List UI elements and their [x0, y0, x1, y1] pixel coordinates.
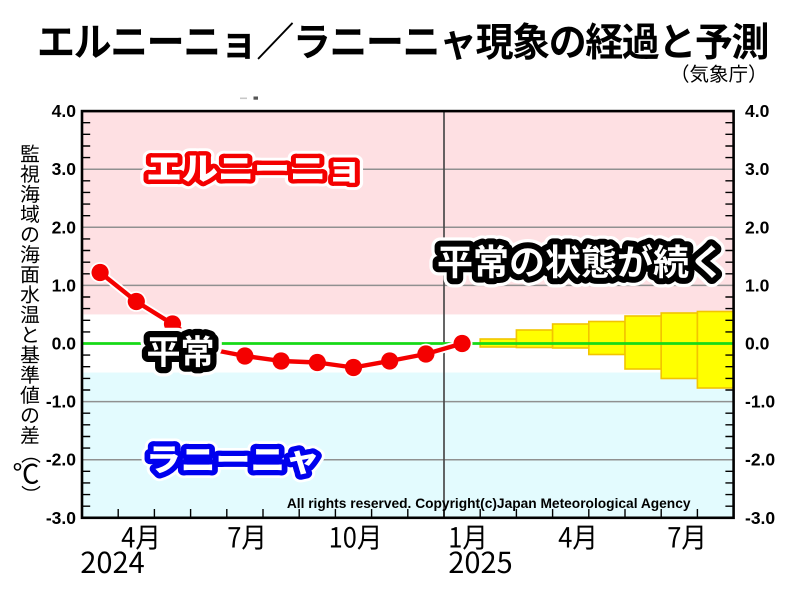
svg-text:2.0: 2.0 [745, 217, 770, 237]
svg-text:-1.0: -1.0 [745, 392, 775, 412]
svg-text:-1.0: -1.0 [46, 392, 76, 412]
svg-text:-2.0: -2.0 [46, 450, 76, 470]
svg-text:-2.0: -2.0 [745, 450, 775, 470]
svg-text:All rights reserved. Copyright: All rights reserved. Copyright(c)Japan M… [287, 496, 691, 511]
svg-text:1.0: 1.0 [745, 275, 770, 295]
svg-text:3.0: 3.0 [745, 159, 770, 179]
svg-text:3.0: 3.0 [52, 159, 77, 179]
svg-text:-3.0: -3.0 [745, 508, 775, 528]
svg-text:-3.0: -3.0 [46, 508, 76, 528]
svg-text:4.0: 4.0 [52, 101, 77, 121]
svg-text:4.0: 4.0 [745, 101, 770, 121]
svg-text:2.0: 2.0 [52, 217, 77, 237]
svg-text:0.0: 0.0 [745, 334, 770, 354]
svg-text:1.0: 1.0 [52, 275, 77, 295]
svg-text:0.0: 0.0 [52, 334, 77, 354]
